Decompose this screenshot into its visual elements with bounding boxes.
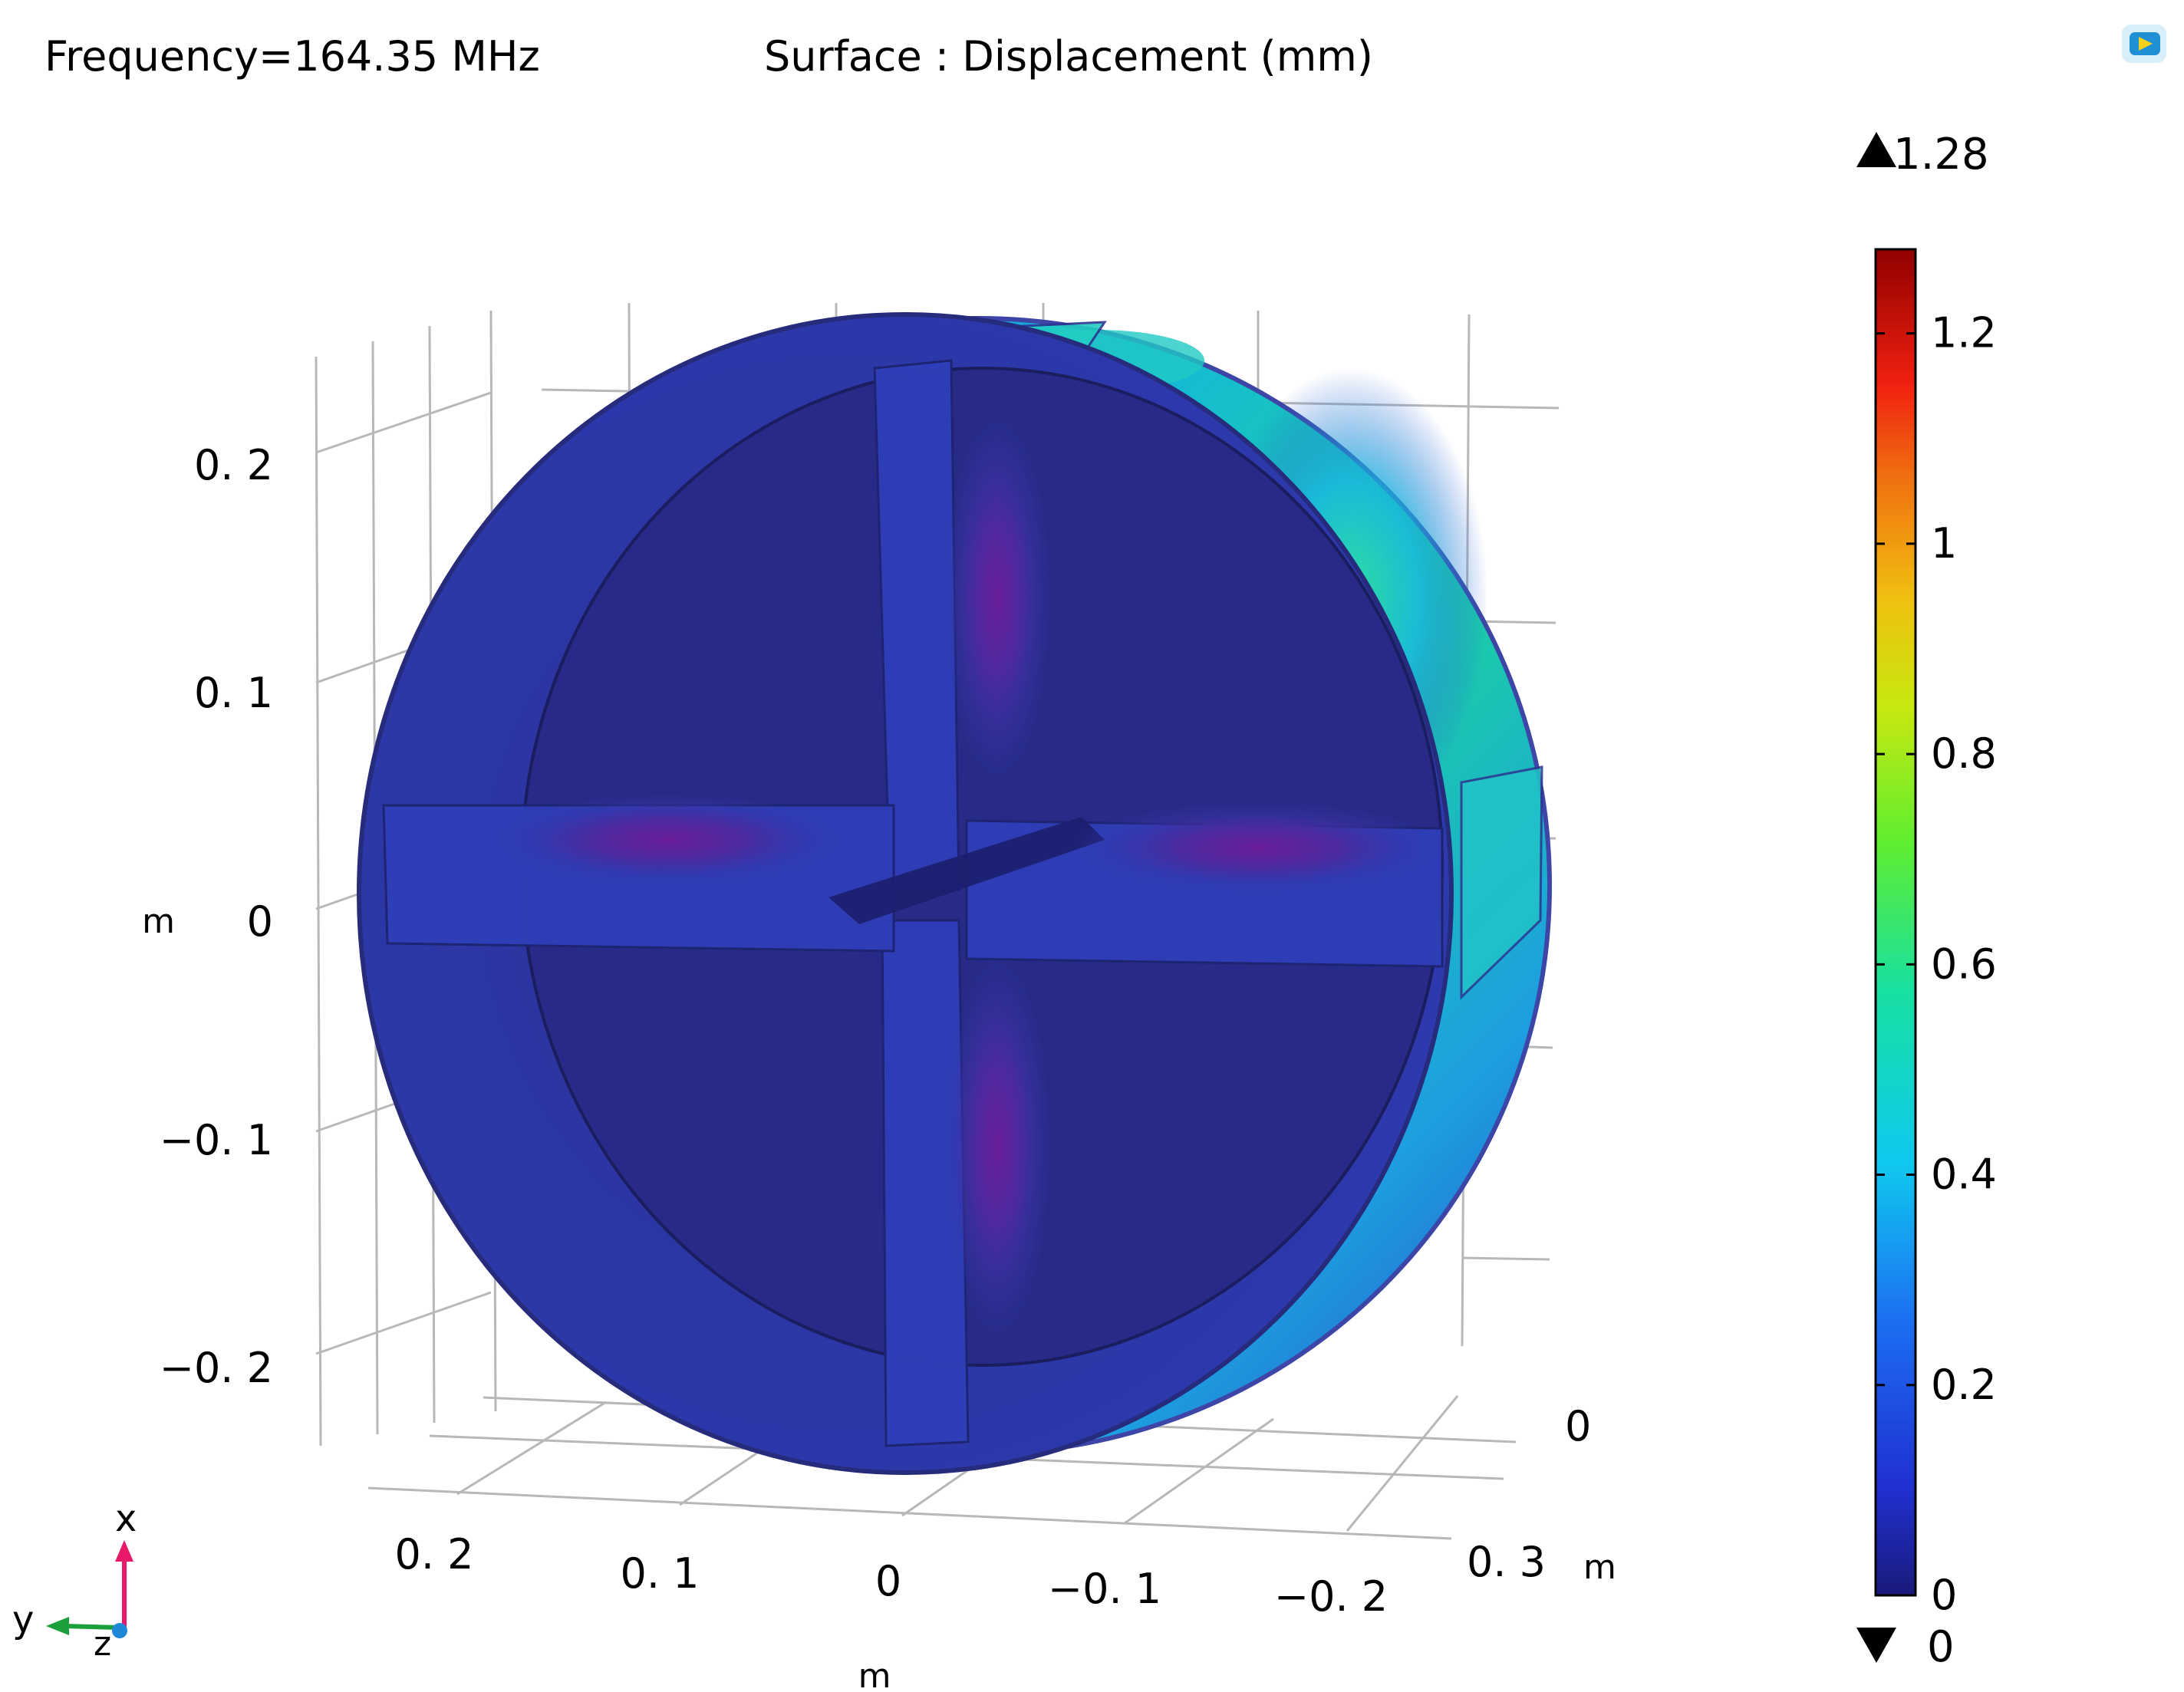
horizontal-tick-label: −0. 1 <box>1048 1565 1161 1613</box>
horizontal-unit-label: m <box>858 1657 891 1689</box>
colorbar-tick-label: 0 <box>1931 1571 1957 1619</box>
colorbar-tick-label: 0.4 <box>1931 1150 1997 1199</box>
horizontal-tick-label: 0. 2 <box>394 1530 473 1578</box>
triad-x-label: x <box>115 1497 137 1540</box>
depth-unit-label: m <box>1583 1548 1616 1587</box>
colorbar-tick-label: 1 <box>1931 519 1957 568</box>
vane-bottom <box>881 919 970 1447</box>
horizontal-tick-label: −0. 2 <box>1274 1572 1388 1621</box>
z-axis-dot-icon <box>112 1623 127 1638</box>
colorbar-tick-label: 0.8 <box>1931 729 1997 778</box>
colorbar-tick-label: 0.2 <box>1931 1361 1997 1409</box>
colorbar-ticks: 0 0.2 0.4 0.6 0.8 1 1.2 <box>1876 309 1997 1619</box>
triad-z-label: z <box>94 1625 111 1664</box>
plot-title: Surface : Displacement (mm) <box>764 32 1373 81</box>
colorbar-tick-label: 1.2 <box>1931 309 1997 357</box>
horizontal-tick-label: 0. 1 <box>620 1549 699 1598</box>
vertical-tick-label: 0. 1 <box>194 669 273 717</box>
colorbar-max-label: 1.28 <box>1893 130 1989 179</box>
vertical-unit-label: m <box>142 902 175 941</box>
depth-tick-label: 0 <box>1565 1402 1591 1450</box>
cavity-model <box>357 312 1552 1475</box>
depth-axis: 0 0. 3 m <box>1467 1402 1616 1587</box>
x-arrow-icon <box>115 1540 133 1562</box>
vertical-tick-label: −0. 1 <box>160 1116 273 1164</box>
colorbar-min-label: 0 <box>1927 1622 1955 1672</box>
comsol-logo-icon <box>2122 25 2166 63</box>
axis-triad: x y z <box>12 1497 137 1664</box>
triad-y-label: y <box>12 1598 34 1641</box>
frequency-label: Frequency=164.35 MHz <box>44 32 540 81</box>
max-triangle-icon <box>1856 132 1896 167</box>
horizontal-tick-label: 0 <box>875 1557 901 1605</box>
vertical-axis: 0. 2 0. 1 0 −0. 1 −0. 2 m <box>142 441 273 1392</box>
vertical-tick-label: 0. 2 <box>194 441 273 489</box>
colorbar-bar <box>1874 248 1917 1597</box>
y-arrow-icon <box>46 1617 69 1635</box>
min-triangle-icon <box>1856 1628 1896 1663</box>
vertical-tick-label: 0 <box>247 897 273 946</box>
depth-tick-label: 0. 3 <box>1467 1538 1546 1586</box>
colorbar-tick-label: 0.6 <box>1931 940 1997 988</box>
colorbar: 0 0.2 0.4 0.6 0.8 1 1.2 1.28 0 <box>1856 130 1997 1672</box>
horizontal-axis: 0. 2 0. 1 0 −0. 1 −0. 2 m <box>394 1530 1388 1692</box>
vertical-tick-label: −0. 2 <box>160 1344 273 1392</box>
